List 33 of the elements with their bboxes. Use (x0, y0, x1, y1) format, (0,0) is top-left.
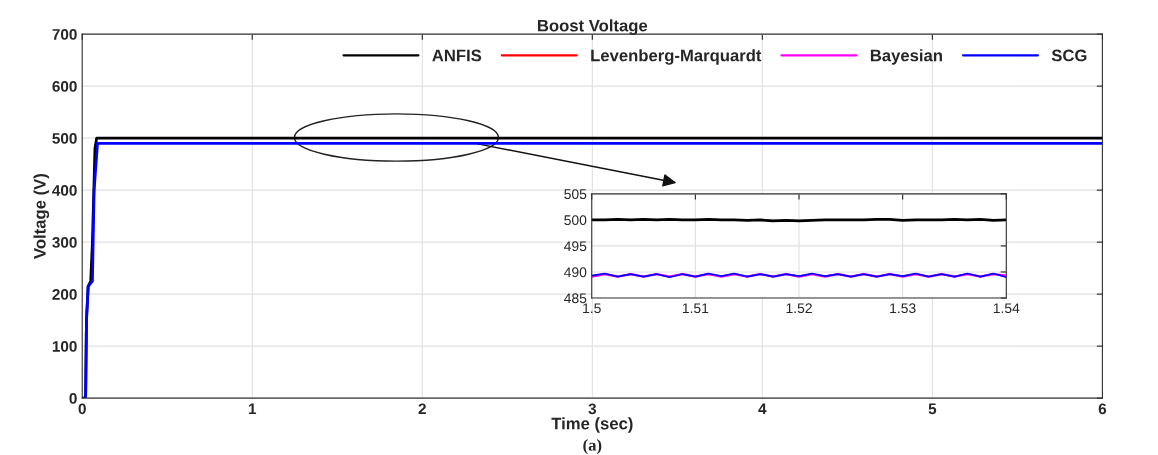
x-tick-label: 4 (758, 403, 767, 415)
y-tick-label: 600 (52, 80, 77, 92)
y-tick-label: 700 (52, 28, 77, 40)
x-tick-label: 1.51 (682, 303, 709, 314)
x-tick-label: 6 (1098, 403, 1107, 415)
y-tick-label: 490 (564, 267, 587, 278)
x-tick-label: 2 (418, 403, 426, 415)
x-tick-label: 1.52 (786, 303, 812, 314)
legend-label: SCG (1051, 49, 1087, 62)
x-tick-label: 1.5 (583, 303, 601, 314)
y-tick-label: 495 (564, 241, 587, 252)
y-tick-label: 200 (52, 288, 77, 300)
x-tick-label: 5 (928, 403, 937, 415)
y-tick-label: 500 (564, 215, 587, 226)
y-axis-title: Voltage (V) (33, 174, 50, 259)
y-tick-label: 400 (52, 184, 77, 196)
y-tick-label: 485 (564, 293, 587, 304)
y-tick-label: 300 (52, 236, 77, 248)
x-tick-label: 1 (248, 403, 257, 415)
x-tick-label: 1.53 (890, 303, 916, 314)
y-tick-label: 100 (52, 340, 77, 352)
legend-label: ANFIS (432, 49, 482, 62)
y-tick-label: 0 (69, 392, 77, 404)
legend-label: Levenberg-Marquardt (591, 49, 762, 65)
y-tick-label: 505 (564, 189, 587, 199)
chart-title: Boost Voltage (538, 19, 648, 35)
x-tick-label: 0 (78, 403, 86, 415)
x-tick-label: 3 (588, 403, 597, 415)
y-tick-label: 500 (52, 132, 77, 144)
x-axis-title: Time (sec) (551, 417, 633, 433)
x-tick-label: 1.54 (993, 303, 1020, 314)
legend-label: Bayesian (870, 49, 942, 65)
text: (a) (583, 438, 602, 455)
